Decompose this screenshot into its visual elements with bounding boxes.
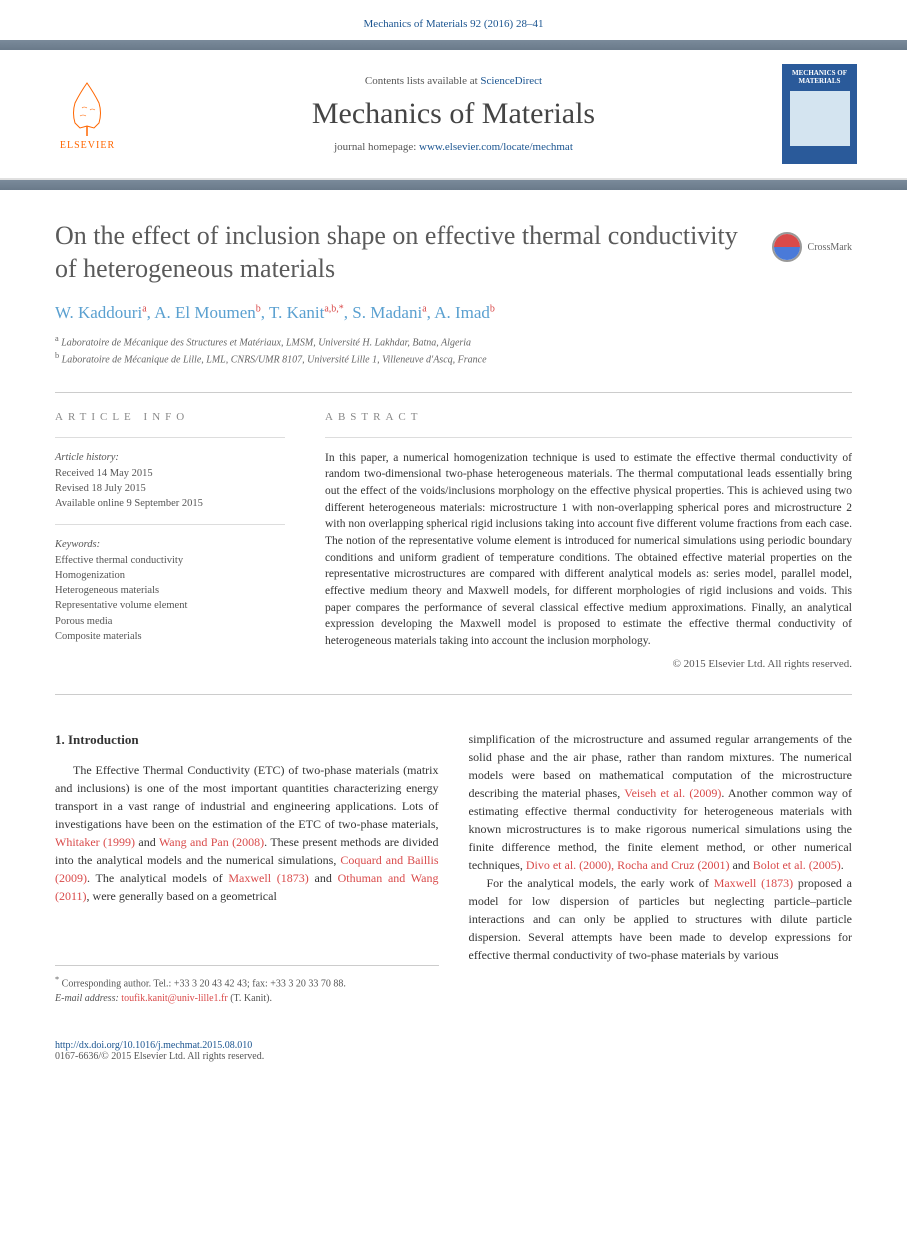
affiliations: a Laboratoire de Mécanique des Structure…: [55, 333, 852, 368]
authors: W. Kaddouria, A. El Moumenb, T. Kanita,b…: [55, 303, 852, 323]
crossmark-badge[interactable]: CrossMark: [772, 220, 852, 262]
ref-wang-pan[interactable]: Wang and Pan (2008): [159, 835, 264, 849]
keywords-list: Effective thermal conductivityHomogeniza…: [55, 553, 285, 644]
homepage-line: journal homepage: www.elsevier.com/locat…: [125, 141, 782, 153]
body-column-left: 1. Introduction The Effective Thermal Co…: [55, 730, 439, 1006]
history-list: Received 14 May 2015Revised 18 July 2015…: [55, 466, 285, 512]
abstract-label: abstract: [325, 411, 852, 423]
sciencedirect-link[interactable]: ScienceDirect: [480, 75, 542, 87]
doi-link[interactable]: http://dx.doi.org/10.1016/j.mechmat.2015…: [55, 1040, 252, 1051]
ref-divo-rocha[interactable]: Divo et al. (2000), Rocha and Cruz (2001…: [526, 858, 730, 872]
article-info-column: article info Article history: Received 1…: [55, 411, 285, 670]
ref-maxwell-2[interactable]: Maxwell (1873): [714, 876, 793, 890]
journal-cover-image: [790, 91, 850, 146]
ref-whitaker[interactable]: Whitaker (1999): [55, 835, 135, 849]
history-title: Article history:: [55, 450, 285, 465]
crossmark-label: CrossMark: [808, 242, 852, 253]
email-link[interactable]: toufik.kanit@univ-lille1.fr: [121, 993, 227, 1004]
abstract-divider: [325, 437, 852, 438]
page-footer: http://dx.doi.org/10.1016/j.mechmat.2015…: [0, 1026, 907, 1082]
intro-paragraph-2: For the analytical models, the early wor…: [469, 874, 853, 964]
ref-veiseh[interactable]: Veiseh et al. (2009): [624, 786, 721, 800]
info-divider: [55, 524, 285, 525]
intro-paragraph-1: The Effective Thermal Conductivity (ETC)…: [55, 761, 439, 905]
abstract-column: abstract In this paper, a numerical homo…: [325, 411, 852, 670]
body-column-right: simplification of the microstructure and…: [469, 730, 853, 1006]
contents-line: Contents lists available at ScienceDirec…: [125, 75, 782, 87]
page-citation: Mechanics of Materials 92 (2016) 28–41: [0, 0, 907, 40]
article-title: On the effect of inclusion shape on effe…: [55, 220, 772, 285]
footer-copyright: 0167-6636/© 2015 Elsevier Ltd. All right…: [55, 1051, 852, 1062]
section-divider: [55, 392, 852, 393]
article-info-label: article info: [55, 411, 285, 423]
journal-cover: MECHANICS OF MATERIALS: [782, 64, 857, 164]
elsevier-text: ELSEVIER: [60, 140, 115, 151]
keywords-title: Keywords:: [55, 537, 285, 552]
journal-cover-title: MECHANICS OF MATERIALS: [786, 70, 853, 85]
abstract-copyright: © 2015 Elsevier Ltd. All rights reserved…: [325, 658, 852, 670]
section-heading: 1. Introduction: [55, 730, 439, 750]
elsevier-logo: ELSEVIER: [50, 72, 125, 157]
ref-maxwell[interactable]: Maxwell (1873): [228, 871, 308, 885]
intro-paragraph-1-cont: simplification of the microstructure and…: [469, 730, 853, 874]
info-divider: [55, 437, 285, 438]
banner-bottom-bar: [0, 180, 907, 190]
journal-name: Mechanics of Materials: [125, 97, 782, 131]
email-line: E-mail address: toufik.kanit@univ-lille1…: [55, 992, 439, 1006]
corresponding-author: * Corresponding author. Tel.: +33 3 20 4…: [55, 974, 439, 991]
homepage-link[interactable]: www.elsevier.com/locate/mechmat: [419, 141, 573, 153]
footnote-area: * Corresponding author. Tel.: +33 3 20 4…: [55, 965, 439, 1005]
banner-top-bar: [0, 40, 907, 50]
abstract-text: In this paper, a numerical homogenizatio…: [325, 450, 852, 650]
journal-banner: ELSEVIER Contents lists available at Sci…: [0, 50, 907, 180]
ref-bolot[interactable]: Bolot et al. (2005): [753, 858, 841, 872]
elsevier-tree-icon: [60, 78, 115, 138]
section-divider: [55, 694, 852, 695]
crossmark-icon: [772, 232, 802, 262]
banner-center: Contents lists available at ScienceDirec…: [125, 75, 782, 153]
body-columns: 1. Introduction The Effective Thermal Co…: [55, 730, 852, 1006]
